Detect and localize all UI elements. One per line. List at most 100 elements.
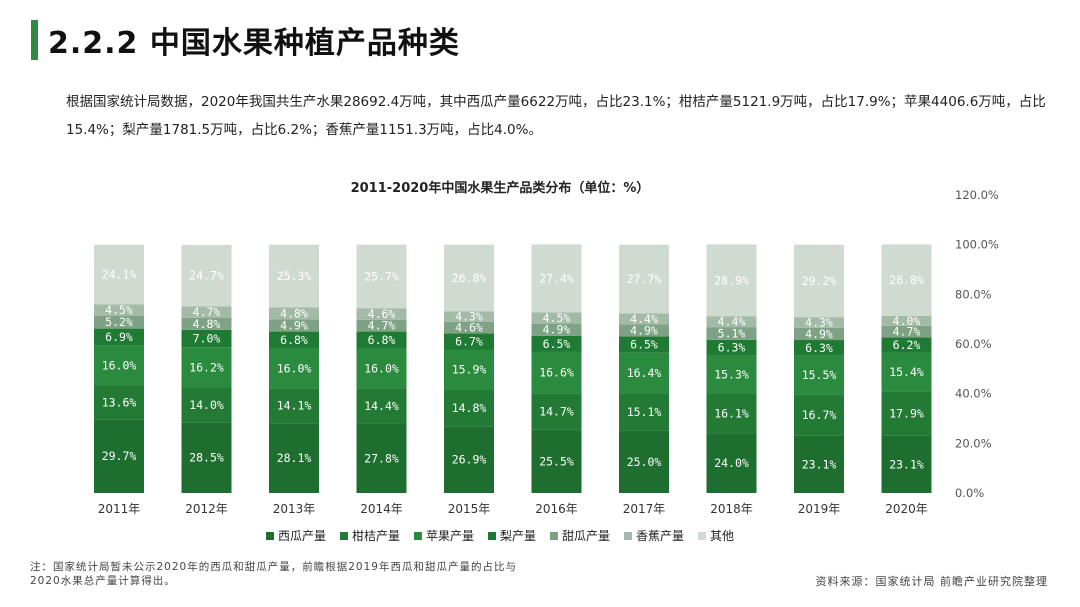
bar-segment	[531, 335, 582, 352]
bar-segment	[269, 244, 319, 308]
legend-item: 西瓜产量	[265, 527, 326, 544]
bar-segment	[444, 311, 494, 322]
data-label: 6.8%	[280, 333, 308, 347]
bar-segment	[881, 352, 932, 392]
bar-segment	[269, 319, 319, 332]
bar-segment	[94, 345, 144, 386]
data-label: 4.5%	[543, 311, 571, 325]
bar-segment	[794, 327, 844, 341]
bar-segment	[619, 244, 669, 314]
bar-segment	[181, 422, 232, 493]
x-tick-label: 2018年	[710, 502, 753, 516]
data-label: 29.7%	[102, 449, 137, 463]
data-label: 6.5%	[630, 338, 658, 352]
bar-segment	[531, 312, 582, 324]
x-tick-label: 2019年	[798, 502, 841, 516]
bar-segment	[794, 317, 844, 328]
legend-swatch	[698, 531, 707, 540]
data-label: 25.0%	[627, 455, 662, 469]
bar-segment	[444, 426, 494, 493]
data-label: 24.0%	[714, 456, 749, 470]
bar-segment	[881, 315, 932, 326]
data-label: 14.0%	[189, 398, 224, 412]
y-tick-label: 60.0%	[955, 337, 992, 351]
x-tick-label: 2017年	[623, 502, 666, 516]
y-tick-label: 80.0%	[955, 287, 992, 301]
data-label: 16.0%	[277, 361, 312, 375]
data-label: 15.1%	[627, 405, 662, 419]
data-label: 15.9%	[452, 363, 487, 377]
data-label: 7.0%	[193, 332, 221, 346]
data-label: 29.2%	[802, 274, 837, 288]
x-tick-label: 2015年	[448, 502, 491, 516]
bar-segment	[269, 388, 319, 424]
bar-segment	[619, 352, 669, 394]
data-label: 28.9%	[714, 273, 749, 287]
legend-item: 香蕉产量	[624, 527, 684, 544]
data-label: 16.0%	[364, 361, 399, 375]
bar-segment	[794, 244, 844, 318]
data-label: 25.5%	[539, 454, 574, 468]
bar-segment	[706, 316, 757, 328]
bar-segment	[181, 244, 232, 307]
bar-segment	[706, 355, 757, 394]
source-text: 资料来源：国家统计局 前瞻产业研究院整理	[815, 575, 1048, 588]
data-label: 16.1%	[714, 406, 749, 420]
data-label: 4.9%	[543, 323, 571, 337]
data-label: 4.5%	[105, 303, 133, 317]
legend-label: 甜瓜产量	[562, 529, 611, 543]
legend-item: 梨产量	[487, 527, 536, 544]
data-label: 16.4%	[627, 366, 662, 380]
data-label: 4.8%	[280, 306, 308, 320]
data-label: 6.9%	[105, 330, 133, 344]
x-tick-label: 2016年	[535, 502, 578, 516]
bar-segment	[269, 307, 319, 320]
x-tick-label: 2020年	[885, 502, 928, 516]
legend-label: 其他	[710, 529, 735, 543]
data-label: 15.3%	[714, 367, 749, 381]
legend-item: 其他	[698, 527, 734, 544]
data-label: 6.3%	[718, 341, 746, 355]
legend-item: 甜瓜产量	[550, 527, 610, 544]
bar-segment	[706, 327, 757, 340]
legend-swatch	[265, 531, 274, 540]
x-tick-label: 2014年	[360, 502, 403, 516]
bar-segment	[444, 333, 494, 350]
bar-segment	[881, 325, 932, 338]
data-label: 23.1%	[889, 457, 924, 471]
bar-segment	[181, 347, 232, 388]
legend-label: 柑桔产量	[351, 529, 400, 543]
data-label: 5.1%	[718, 326, 746, 340]
bar-segment	[94, 244, 144, 305]
data-label: 4.3%	[805, 316, 833, 330]
bar-segment	[531, 393, 582, 430]
data-label: 4.9%	[630, 323, 658, 337]
bar-segment	[619, 336, 669, 353]
bar-segment	[181, 306, 232, 318]
data-label: 16.2%	[189, 360, 224, 374]
bar-segment	[94, 304, 144, 316]
bar-segment	[181, 329, 232, 348]
legend-swatch	[339, 531, 348, 540]
y-tick-label: 20.0%	[955, 436, 992, 450]
bar-segment	[356, 423, 407, 493]
title-accent-bar	[31, 20, 38, 60]
bar-segment	[706, 244, 757, 317]
data-label: 24.7%	[189, 269, 224, 283]
data-label: 16.6%	[539, 366, 574, 380]
data-label: 6.8%	[368, 333, 396, 347]
data-label: 16.7%	[802, 408, 837, 422]
data-label: 4.3%	[455, 310, 483, 324]
bar-segment	[444, 349, 494, 390]
bar-segment	[881, 244, 932, 316]
bar-segment	[881, 435, 932, 493]
data-label: 6.7%	[455, 335, 483, 349]
data-label: 14.8%	[452, 401, 487, 415]
bar-segment	[706, 393, 757, 434]
bar-segment	[794, 435, 844, 493]
data-label: 25.7%	[364, 270, 399, 284]
footnote: 注：国家统计局暂未公示2020年的西瓜和甜瓜产量，前瞻根据2019年西瓜和甜瓜产…	[30, 560, 517, 588]
data-label: 4.7%	[368, 319, 396, 333]
bar-segment	[794, 355, 844, 395]
